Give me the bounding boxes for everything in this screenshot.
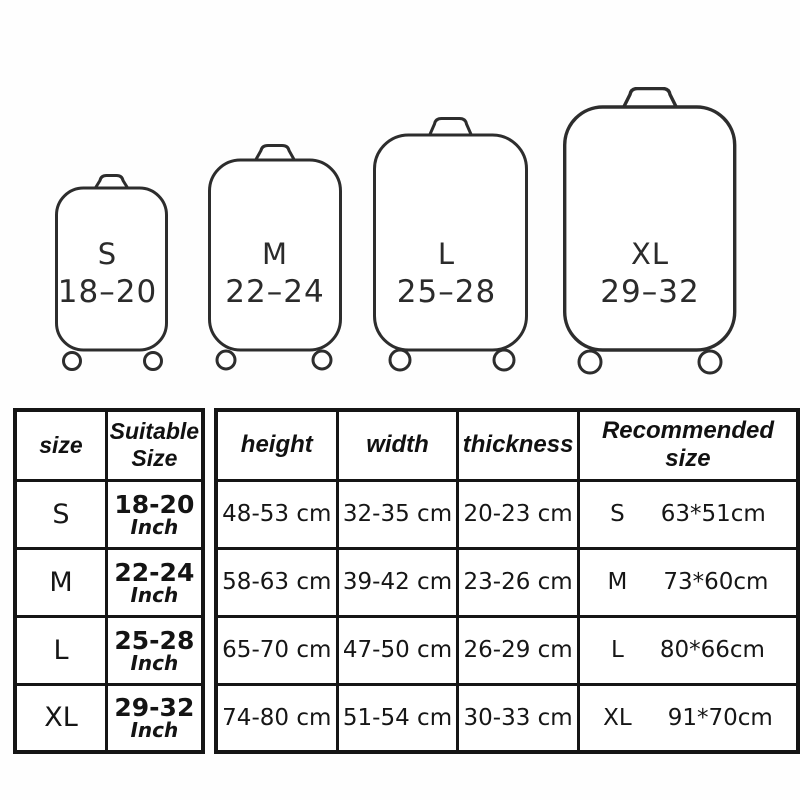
inch-range: 22-24 [114,557,195,587]
suitcase-body [55,186,168,352]
suitcase-handle-icon [619,86,681,113]
suitcase-l-label: L 25–28 [369,234,524,311]
height-column-header: height [214,408,339,482]
suitcase-wheel-icon [492,348,516,372]
recommended-size-value: 63*51cm [660,501,766,527]
suitable-size-cell: 25-28 Inch [104,614,205,686]
suitcase-illustrations: S 18–20 M 22–24 L [51,86,737,375]
suitable-size-cell: 22-24 Inch [104,546,205,618]
width-cell: 32-35 cm [335,478,460,550]
recommended-size-cell: S 63*51cm [576,478,800,550]
inch-unit: Inch [130,582,179,607]
inch-range: 25-28 [114,625,195,655]
thickness-cell: 20-23 cm [456,478,580,550]
table-header-row: height width thickness Recommended size [214,408,800,482]
suitcase-l-drawing [373,117,528,372]
size-cell: XL [13,682,108,754]
suitcase-m-drawing [208,144,342,371]
size-tables: size Suitable Size S 18-20 Inch M 22-24 … [13,408,800,754]
recommended-size-letter: M [607,569,628,595]
recommended-size-value: 80*66cm [659,637,765,663]
suitable-size-column-header: Suitable Size [104,408,205,482]
size-cell: L [13,614,108,686]
inch-unit: Inch [130,718,179,743]
table-row: L 25-28 Inch [13,614,205,686]
suitcase-wheel-icon [697,349,723,375]
suitcase-wheel-icon [577,349,603,375]
table-row: 74-80 cm 51-54 cm 30-33 cm XL 91*70cm [214,682,800,754]
table-row: 65-70 cm 47-50 cm 26-29 cm L 80*66cm [214,614,800,686]
size-cell: M [13,546,108,618]
dimensions-table: height width thickness Recommended size … [213,408,800,754]
table-row: M 22-24 Inch [13,546,205,618]
thickness-cell: 26-29 cm [456,614,580,686]
suitcase-m-label: M 22–24 [208,234,342,311]
suitcase-body [373,133,528,352]
suitable-size-cell: 29-32 Inch [104,682,205,754]
recommended-size-letter: XL [603,704,632,731]
size-letter: S [97,237,118,271]
suitcase-wheel-icon [62,351,82,371]
height-cell: 65-70 cm [214,614,339,686]
suitcase-wheel-icon [388,348,412,372]
recommended-size-cell: M 73*60cm [576,546,800,618]
suitcase-wheel-icon [143,351,163,371]
suitcase-xl-drawing [563,86,737,375]
recommended-size-value: 91*70cm [667,704,773,731]
suitcase-m-illustration [208,144,342,372]
table-header-row: size Suitable Size [13,408,205,482]
size-range: 18–20 [57,274,158,310]
width-cell: 47-50 cm [335,614,460,686]
recommended-size-letter: S [610,501,625,527]
suitcase-l-illustration [373,117,528,373]
thickness-cell: 30-33 cm [456,682,580,754]
inch-range: 18-20 [114,489,195,519]
size-letter: XL [630,237,670,271]
height-cell: 74-80 cm [214,682,339,754]
size-range: 25–28 [396,274,497,310]
thickness-cell: 23-26 cm [456,546,580,618]
suitcase-body [563,105,737,352]
recommended-size-letter: L [611,637,624,663]
width-column-header: width [335,408,460,482]
size-letter: L [437,237,456,271]
thickness-column-header: thickness [456,408,580,482]
inch-unit: Inch [130,650,179,675]
suitcase-xl-illustration [563,86,737,375]
suitcase-body [208,158,342,352]
height-cell: 58-63 cm [214,546,339,618]
width-cell: 51-54 cm [335,682,460,754]
size-column-header: size [13,408,108,482]
height-cell: 48-53 cm [214,478,339,550]
recommended-size-cell: XL 91*70cm [576,682,800,754]
suitcase-xl-label: XL 29–32 [563,234,737,311]
table-row: 58-63 cm 39-42 cm 23-26 cm M 73*60cm [214,546,800,618]
inch-unit: Inch [130,514,179,539]
size-conversion-table: size Suitable Size S 18-20 Inch M 22-24 … [13,408,205,754]
suitcase-wheel-icon [311,349,333,371]
recommended-size-value: 73*60cm [663,569,769,595]
inch-range: 29-32 [114,693,195,723]
suitcase-s-illustration [55,174,168,372]
recommended-size-cell: L 80*66cm [576,614,800,686]
recommended-size-column-header: Recommended size [576,408,800,482]
size-letter: M [261,237,289,271]
suitable-size-cell: 18-20 Inch [104,478,205,550]
size-range: 22–24 [225,274,325,310]
width-cell: 39-42 cm [335,546,460,618]
table-row: 48-53 cm 32-35 cm 20-23 cm S 63*51cm [214,478,800,550]
table-row: S 18-20 Inch [13,478,205,550]
size-range: 29–32 [600,274,700,310]
suitcase-s-label: S 18–20 [51,234,164,311]
suitcase-s-drawing [55,174,168,371]
table-row: XL 29-32 Inch [13,682,205,754]
size-cell: S [13,478,108,550]
suitcase-wheel-icon [215,349,237,371]
